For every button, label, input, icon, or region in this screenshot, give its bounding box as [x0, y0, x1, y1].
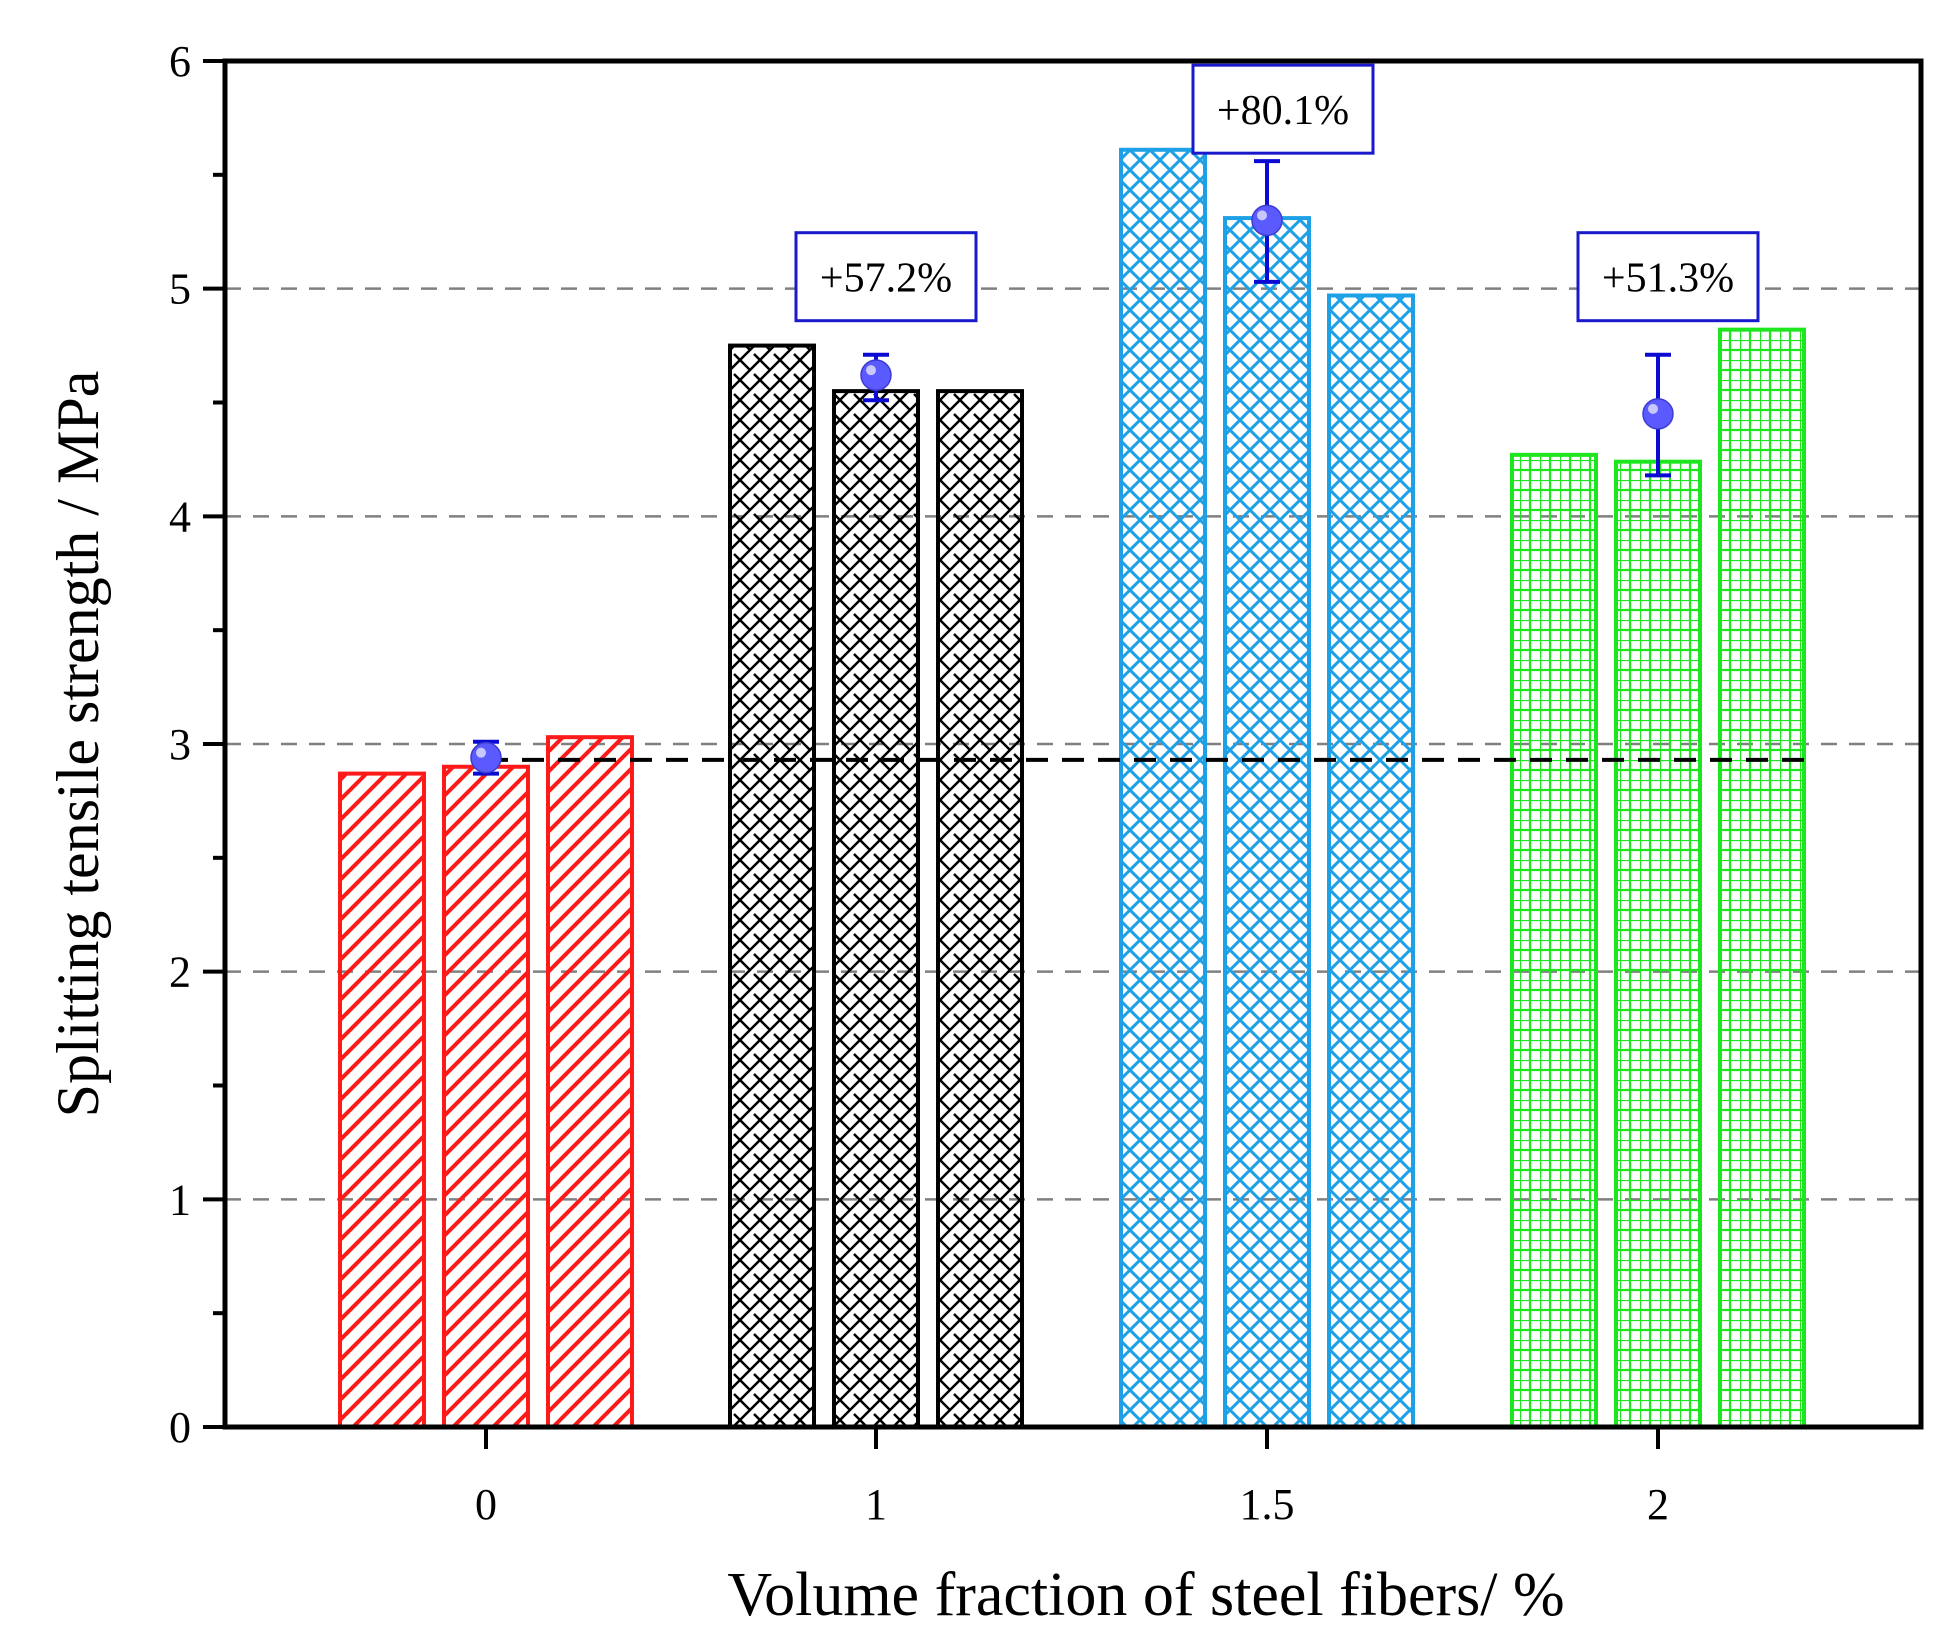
bar-1-sample-3 [936, 389, 1024, 1429]
bar-1.5-sample-2 [1223, 216, 1311, 1430]
x-tick-label-1: 1 [865, 1480, 887, 1529]
bar-1.5-sample-1 [1119, 147, 1207, 1429]
y-tick-label-5: 5 [169, 265, 191, 314]
annotation-box-2 [1576, 231, 1760, 323]
mean-marker-highlight-1 [866, 365, 876, 376]
y-tick-label-3: 3 [169, 720, 191, 769]
mean-marker-highlight-1.5 [1257, 210, 1267, 221]
x-tick-label-2: 2 [1647, 1480, 1669, 1529]
y-tick-label-6: 6 [169, 37, 191, 86]
bar-2-sample-1 [1510, 452, 1598, 1429]
annotation-text-1.5: +80.1% [1217, 88, 1349, 134]
mean-marker-0 [470, 741, 502, 774]
mean-marker-1.5 [1251, 204, 1283, 237]
mean-marker-highlight-2 [1648, 403, 1658, 414]
annotation-text-2: +51.3% [1602, 256, 1734, 302]
annotation-box-1 [794, 231, 978, 323]
bar-1-sample-2 [832, 389, 920, 1429]
y-tick-label-1: 1 [169, 1175, 191, 1224]
bar-1-sample-1 [728, 343, 816, 1429]
bar-2-sample-2 [1614, 459, 1702, 1429]
annotation-text-1: +57.2% [820, 256, 952, 302]
bar-0-sample-3 [546, 735, 634, 1429]
x-tick-label-1.5: 1.5 [1240, 1480, 1295, 1529]
annotation-box-1.5 [1191, 63, 1375, 155]
bar-2-sample-3 [1718, 327, 1806, 1430]
y-tick-label-4: 4 [169, 492, 191, 541]
y-axis-title: Splitting tensile strength / MPa [45, 371, 111, 1118]
axis-layer: 0 1 2 3 4 5 6 0 1 1.5 2 [169, 37, 1669, 1529]
mean-marker-2 [1642, 398, 1674, 430]
x-axis-title: Volume fraction of steel fibers/ % [727, 1561, 1564, 1629]
plot-frame [222, 58, 1924, 1430]
y-tick-label-2: 2 [169, 948, 191, 997]
bar-1.5-sample-3 [1327, 293, 1415, 1429]
y-tick-label-0: 0 [169, 1403, 191, 1452]
annotation-layer: +57.2% +80.1% +51.3% [794, 63, 1760, 323]
mean-marker-highlight-0 [476, 747, 486, 758]
x-tick-label-0: 0 [475, 1480, 497, 1529]
errorbar-layer [470, 159, 1674, 776]
mean-marker-1 [860, 359, 892, 391]
bar-0-sample-1 [338, 771, 426, 1429]
bar-layer [338, 147, 1806, 1430]
bar-0-sample-2 [442, 764, 530, 1429]
